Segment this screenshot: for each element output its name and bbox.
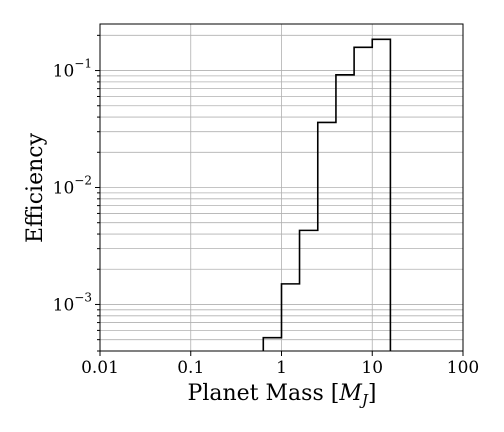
x-tick-label: 0.01 [81,358,119,378]
x-tick-label: 100 [447,358,479,378]
y-tick-label: 10−1 [53,57,92,82]
y-tick-label: 10−3 [53,290,92,315]
x-tick-label: 1 [276,358,287,378]
histogram-step-line [262,38,392,351]
x-tick-labels: 0.01 0.1 1 10 100 [81,358,479,378]
x-tick-label: 0.1 [177,358,204,378]
axis-ticks [95,34,464,356]
y-axis-label: Efficiency [23,132,48,243]
y-tick-labels: 10−3 10−2 10−1 [53,57,92,316]
x-tick-label: 10 [361,358,383,378]
x-axis-label: Planet Mass [MJ] [188,381,377,409]
y-tick-label: 10−2 [53,174,92,199]
histogram-series [262,38,392,351]
